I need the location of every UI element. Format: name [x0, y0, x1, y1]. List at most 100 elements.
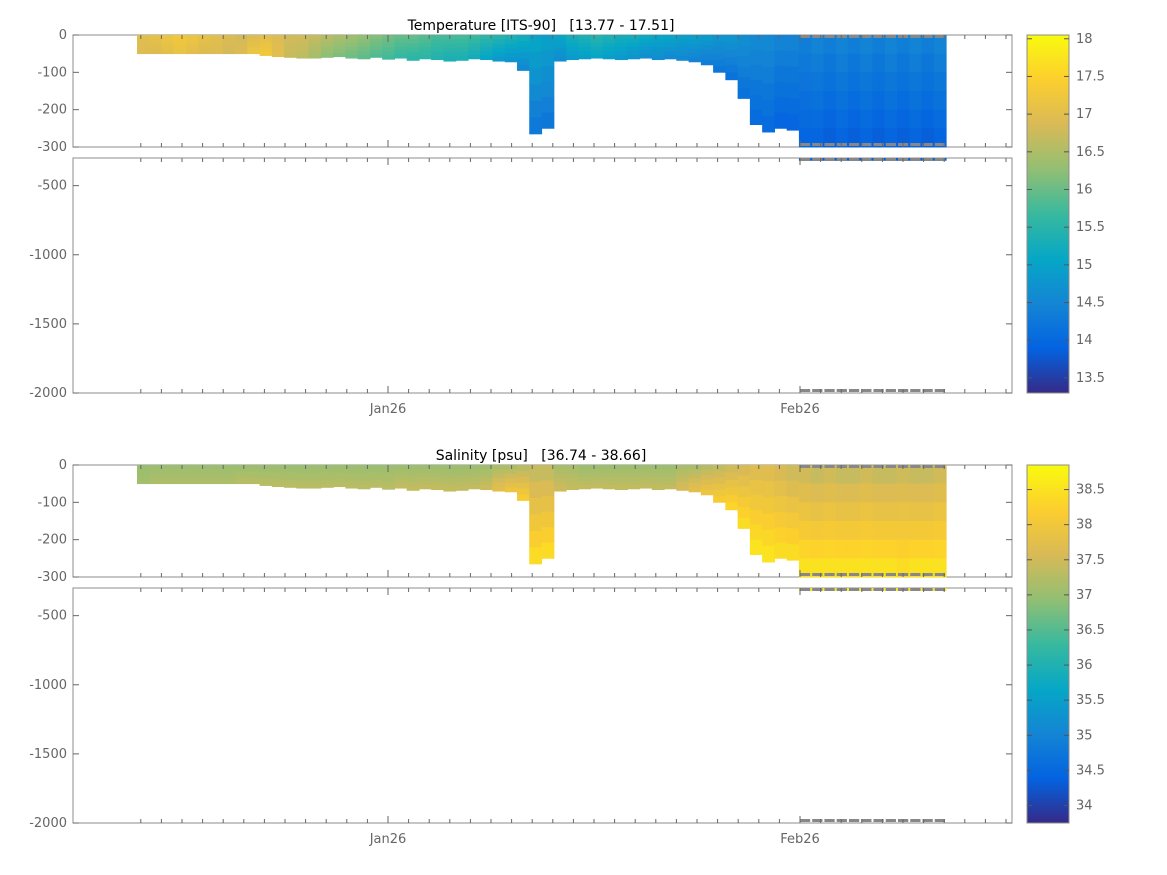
bottom-marker [885, 819, 896, 822]
y-tick-label: -200 [37, 103, 67, 118]
profile-cell [578, 42, 592, 48]
profile-cell [406, 43, 420, 49]
profile-cell [210, 35, 224, 39]
profile-cell [455, 473, 469, 479]
profile-cell [137, 468, 150, 472]
surface-marker [873, 465, 884, 468]
profile-cell [602, 46, 616, 52]
profile-cell [492, 48, 506, 53]
bottom-marker [910, 389, 921, 392]
profile-cell [345, 38, 359, 44]
bottom-marker [885, 389, 896, 392]
profile-cell [823, 502, 837, 522]
profile-cell [247, 47, 261, 51]
profile-cell [284, 38, 297, 43]
profile-cell [455, 56, 469, 61]
profile-cell [382, 469, 396, 474]
profile-cell [406, 477, 420, 483]
profile-cell [676, 43, 690, 49]
profile-cell [137, 474, 150, 478]
bottom-marker [836, 573, 847, 576]
profile-cell [933, 558, 947, 578]
profile-cell [590, 480, 604, 485]
profile-cell [247, 480, 261, 485]
profile-cell [676, 481, 690, 487]
profile-cell [382, 485, 396, 490]
profile-cell [823, 53, 837, 73]
profile-cell [884, 72, 898, 92]
lower-axes [72, 587, 1013, 824]
profile-cell [480, 481, 494, 486]
surface-marker [836, 465, 847, 468]
profile-cell [173, 480, 187, 485]
profile-cell [590, 476, 604, 481]
profile-cell [725, 472, 739, 481]
profile-cell [161, 41, 175, 45]
profile-cells [137, 35, 947, 392]
profile-cell [749, 479, 763, 496]
profile-cell [541, 465, 555, 481]
profile-cell [664, 472, 677, 478]
profile-cell [235, 474, 248, 478]
profile-cell [345, 480, 359, 485]
profile-cell [333, 475, 346, 480]
profile-cell [566, 485, 579, 491]
profile-cell [627, 484, 641, 490]
bottom-marker [824, 158, 835, 161]
profile-cell [933, 35, 947, 55]
profile-cell [676, 465, 690, 470]
y-tick-label: -300 [37, 570, 67, 585]
profile-cell [774, 527, 788, 544]
profile-cell [909, 91, 923, 111]
profile-cell [320, 479, 334, 485]
profile-cell [774, 511, 788, 528]
profile-cell [639, 38, 653, 44]
profile-cell [406, 47, 420, 53]
profile-cell [798, 521, 812, 541]
profile-cell [357, 35, 371, 40]
profile-cell [247, 477, 261, 481]
profile-cell [921, 521, 935, 541]
profile-cell [161, 47, 175, 51]
profile-cell [222, 465, 236, 469]
profile-cell [872, 558, 886, 578]
profile-cell [811, 558, 825, 578]
profile-cell [639, 484, 653, 489]
profile-cell [676, 477, 690, 483]
profile-cell [664, 42, 677, 48]
bottom-marker [873, 588, 884, 591]
profile-cell [823, 521, 837, 541]
profile-cell [394, 472, 408, 477]
profile-cell [149, 474, 163, 478]
surface-marker [824, 35, 835, 38]
bottom-marker [934, 389, 945, 392]
colorbar [1026, 464, 1070, 824]
profile-cell [259, 482, 273, 486]
profile-cell [308, 50, 322, 55]
profile-cell [762, 115, 775, 133]
profile-cell [774, 97, 788, 114]
profile-cell [737, 66, 751, 78]
profile-cell [749, 109, 763, 125]
profile-cell [872, 521, 886, 541]
profile-cell [615, 477, 628, 482]
profile-cell [786, 98, 800, 115]
profile-cell [762, 481, 775, 498]
profile-cell [566, 51, 579, 56]
profile-cell [492, 465, 506, 470]
profile-cell [186, 50, 199, 55]
profile-cell [222, 474, 236, 478]
profile-cell [480, 473, 494, 478]
profile-cell [529, 67, 543, 85]
profile-cell [823, 72, 837, 92]
profile-cell [467, 42, 481, 48]
profile-cell [406, 39, 420, 44]
x-tick-label: Jan26 [369, 402, 407, 417]
profile-cell [676, 469, 690, 474]
profile-cell [909, 483, 923, 503]
profile-cell [676, 47, 690, 53]
profile-cell [762, 529, 775, 547]
profile-cell [762, 545, 775, 563]
profile-cell [235, 468, 248, 472]
profile-cell [933, 521, 947, 541]
